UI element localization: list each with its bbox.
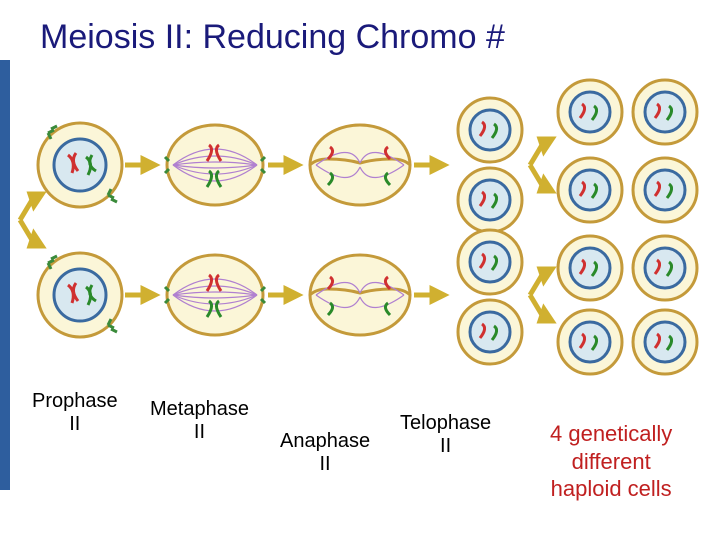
arrow-fork-in [20,194,42,246]
arrow [125,289,155,301]
label-anaphase: AnaphaseII [280,430,370,476]
result-cell-5 [558,236,622,300]
arrow [414,289,444,301]
label-metaphase: MetaphaseII [150,398,249,444]
result-cell-8 [633,310,697,374]
arrow-fork-top [530,139,552,191]
result-cell-6 [633,236,697,300]
arrow-fork-bottom [530,269,552,321]
result-cell-4 [633,158,697,222]
result-cell-3 [558,158,622,222]
arrow [414,159,444,171]
result-cell-2 [633,80,697,144]
page-title: Meiosis II: Reducing Chromo # [40,18,690,57]
cell-telophase-top [458,98,522,232]
cell-telophase-bottom [458,230,522,364]
result-cell-1 [558,80,622,144]
arrow [268,289,298,301]
arrow [125,159,155,171]
cell-prophase-top [38,123,122,207]
cell-anaphase-bottom [310,255,410,335]
label-telophase: TelophaseII [400,412,491,458]
label-result: 4 geneticallydifferenthaploid cells [550,420,672,503]
cell-metaphase-top [165,125,265,205]
label-prophase: ProphaseII [32,390,118,436]
cell-anaphase-top [310,125,410,205]
arrow [268,159,298,171]
result-cell-7 [558,310,622,374]
cell-metaphase-bottom [165,255,265,335]
meiosis-diagram [0,70,720,380]
cell-prophase-bottom [38,253,122,337]
